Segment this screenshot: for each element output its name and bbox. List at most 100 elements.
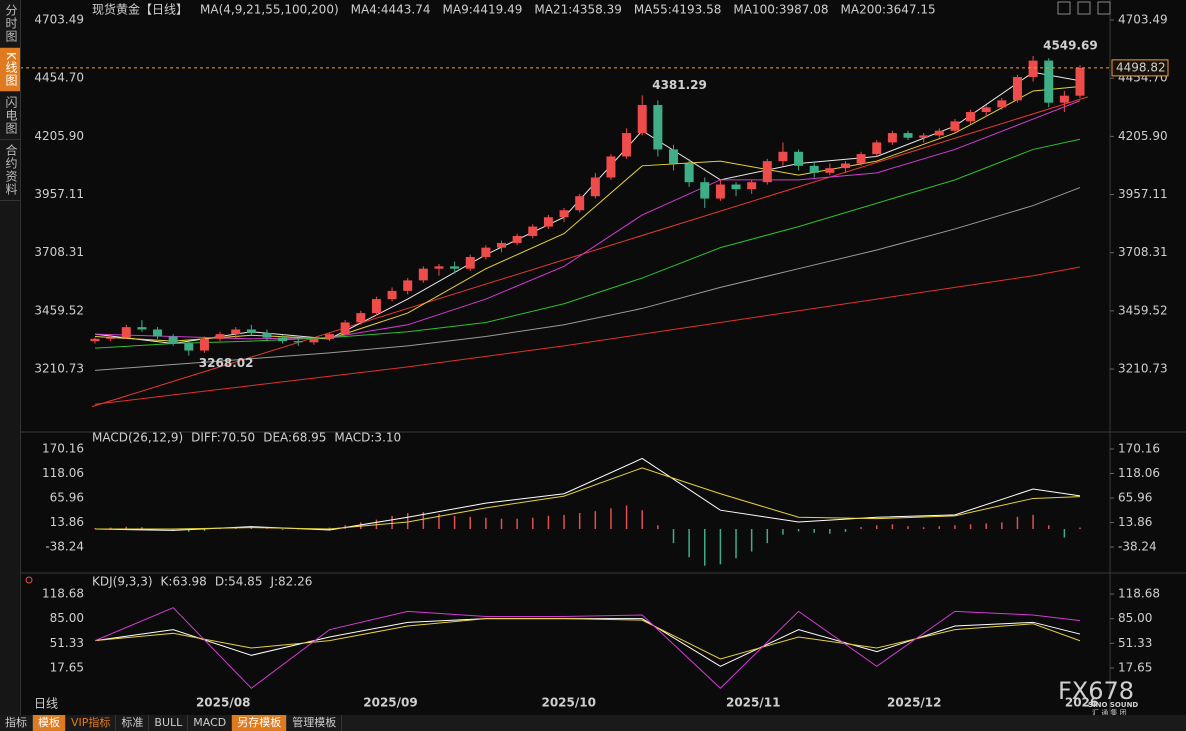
candle-body — [90, 338, 100, 342]
x-tick-label: 2025/10 — [541, 696, 595, 710]
tab[interactable]: 模板 — [33, 715, 66, 731]
ma-line — [94, 187, 1081, 371]
candle-body — [637, 105, 647, 134]
tab[interactable]: BULL — [149, 715, 189, 731]
candle-body — [1044, 60, 1054, 103]
price-annotation: 4381.29 — [652, 78, 707, 92]
y-tick-label: 3459.52 — [1118, 303, 1168, 317]
candle-body — [778, 151, 788, 162]
legend-text: K:63.98 — [161, 575, 207, 589]
y-tick-label: 51.33 — [1118, 636, 1152, 650]
legend-text: MA21:4358.39 — [534, 3, 622, 17]
y-tick-label: 4205.90 — [1118, 129, 1168, 143]
candle-body — [825, 168, 835, 173]
side-tab[interactable]: 分时图 — [0, 0, 20, 48]
y-tick-label: 4454.70 — [34, 71, 84, 85]
legend-text: MA55:4193.58 — [634, 3, 722, 17]
y-tick-label: 118.68 — [42, 586, 84, 600]
candle-body — [309, 338, 319, 343]
legend-text: 现货黄金【日线】 — [92, 2, 188, 17]
candle-body — [684, 163, 694, 183]
ma-line — [94, 71, 1081, 345]
trend-line — [91, 96, 1088, 408]
tab-bar: 指标 模板 VIP指标 标准 BULL MACD 另存模板 管理模板 — [0, 715, 1186, 731]
y-tick-label: 17.65 — [1118, 661, 1152, 675]
y-tick-label: 3210.73 — [1118, 362, 1168, 376]
tab[interactable]: 指标 — [0, 715, 33, 731]
kdj-line — [94, 618, 1081, 667]
ma-line — [94, 138, 1081, 349]
tab[interactable]: 另存模板 — [232, 715, 288, 731]
y-tick-label: 3708.31 — [1118, 245, 1168, 259]
candle-body — [231, 329, 241, 335]
last-price-box — [1111, 59, 1169, 77]
legend-text: MA200:3647.15 — [841, 3, 936, 17]
candle-body — [512, 235, 522, 243]
candle-body — [840, 163, 850, 169]
y-tick-label: 51.33 — [50, 636, 84, 650]
candle-body — [981, 107, 991, 113]
candle-body — [137, 327, 147, 330]
legend-text: MACD:3.10 — [334, 431, 401, 445]
candle-body — [153, 329, 163, 337]
candle-body — [184, 343, 194, 351]
ma-line — [94, 100, 1081, 340]
last-price-label: 4498.82 — [1116, 60, 1166, 74]
side-tab[interactable]: 合约资料 — [0, 140, 20, 201]
y-tick-label: 3957.11 — [34, 187, 84, 201]
candle-body — [794, 151, 804, 166]
candle-body — [950, 121, 960, 131]
y-tick-label: 118.68 — [1118, 586, 1160, 600]
legend-text: KDJ(9,3,3) — [92, 575, 153, 589]
tab[interactable]: 管理模板 — [287, 715, 343, 731]
y-tick-label: 13.86 — [1118, 515, 1152, 529]
watermark: 汇 通 集 团 — [1092, 708, 1127, 715]
candle-body — [715, 184, 725, 199]
macd-line — [95, 467, 1081, 530]
tab[interactable]: MACD — [188, 715, 233, 731]
period-label: 日线 — [34, 697, 58, 711]
legend-text: J:82.26 — [269, 575, 312, 589]
candle-body — [809, 165, 819, 173]
candle-body — [199, 338, 209, 351]
y-tick-label: 65.96 — [50, 490, 84, 504]
tab[interactable]: 标准 — [116, 715, 150, 731]
side-tab[interactable]: 闪电图 — [0, 92, 20, 140]
candle-body — [528, 226, 538, 236]
kdj-icon — [25, 576, 33, 584]
candle-body — [497, 242, 507, 248]
candle-body — [1012, 76, 1022, 101]
candle-body — [762, 161, 772, 183]
candle-body — [356, 313, 366, 323]
y-tick-label: 17.65 — [50, 661, 84, 675]
candle-body — [700, 182, 710, 199]
candle-body — [246, 329, 256, 333]
kdj-line — [94, 607, 1081, 689]
candle-body — [293, 341, 303, 343]
y-tick-label: 4205.90 — [34, 129, 84, 143]
y-tick-label: 3708.31 — [34, 245, 84, 259]
sidebar: 分时图 K线图 闪电图 合约资料 — [0, 0, 21, 715]
y-tick-label: 85.00 — [50, 611, 84, 625]
x-tick-label: 2025/12 — [887, 696, 941, 710]
legend-text: MA9:4419.49 — [443, 3, 523, 17]
candle-body — [559, 210, 569, 218]
y-tick-label: -38.24 — [1118, 539, 1157, 553]
candle-body — [434, 266, 444, 269]
y-tick-label: 13.86 — [50, 515, 84, 529]
legend-text: MACD(26,12,9) — [92, 431, 183, 445]
y-tick-label: 3459.52 — [34, 303, 84, 317]
candle-body — [1075, 67, 1085, 96]
candle-body — [887, 133, 897, 143]
candle-body — [325, 334, 335, 339]
side-tab[interactable]: K线图 — [0, 48, 20, 92]
tab[interactable]: VIP指标 — [66, 715, 117, 731]
candle-body — [590, 177, 600, 197]
candle-body — [622, 133, 632, 157]
y-tick-label: 3957.11 — [1118, 187, 1168, 201]
candle-body — [168, 336, 178, 344]
candle-body — [106, 337, 116, 339]
candle-body — [387, 290, 397, 300]
x-tick-label: 2026 — [1065, 696, 1098, 710]
